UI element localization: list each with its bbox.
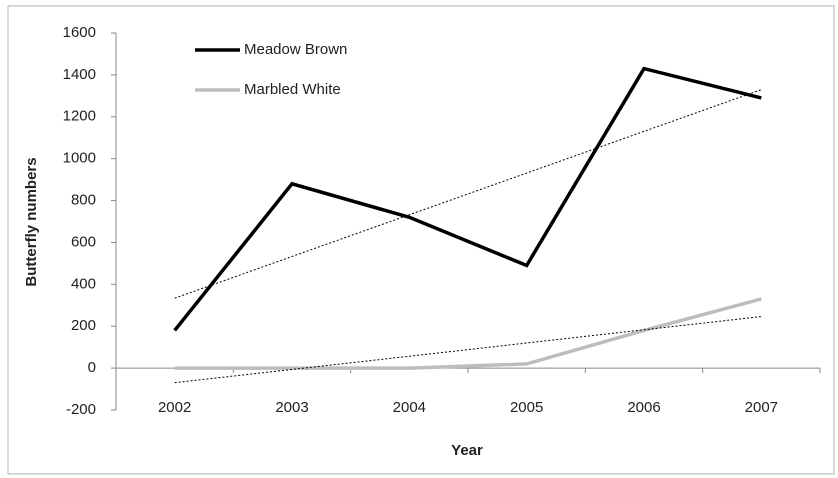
y-tick-label: 1400 xyxy=(63,66,96,83)
x-axis-label: Year xyxy=(451,442,483,459)
y-axis-label: Butterfly numbers xyxy=(23,157,40,286)
series-line xyxy=(173,66,762,332)
x-tick-label: 2007 xyxy=(745,399,778,416)
x-tick-label: 2004 xyxy=(393,399,426,416)
y-tick-label: 0 xyxy=(88,359,96,376)
x-tick-label: 2006 xyxy=(627,399,660,416)
y-tick-label: 600 xyxy=(71,233,96,250)
y-tick-label: 1200 xyxy=(63,108,96,125)
x-tick-label: 2005 xyxy=(510,399,543,416)
legend-label: Meadow Brown xyxy=(244,41,347,58)
y-tick-label: 1000 xyxy=(63,150,96,167)
legend-label: Marbled White xyxy=(244,81,341,98)
chart-frame xyxy=(7,5,835,475)
series-line xyxy=(174,297,762,370)
y-tick-label: 400 xyxy=(71,275,96,292)
y-tick-label: 1600 xyxy=(63,24,96,41)
y-tick-label: 200 xyxy=(71,317,96,334)
x-tick-label: 2003 xyxy=(275,399,308,416)
y-tick-label: -200 xyxy=(66,401,96,418)
y-tick-label: 800 xyxy=(71,192,96,209)
x-tick-label: 2002 xyxy=(158,399,191,416)
